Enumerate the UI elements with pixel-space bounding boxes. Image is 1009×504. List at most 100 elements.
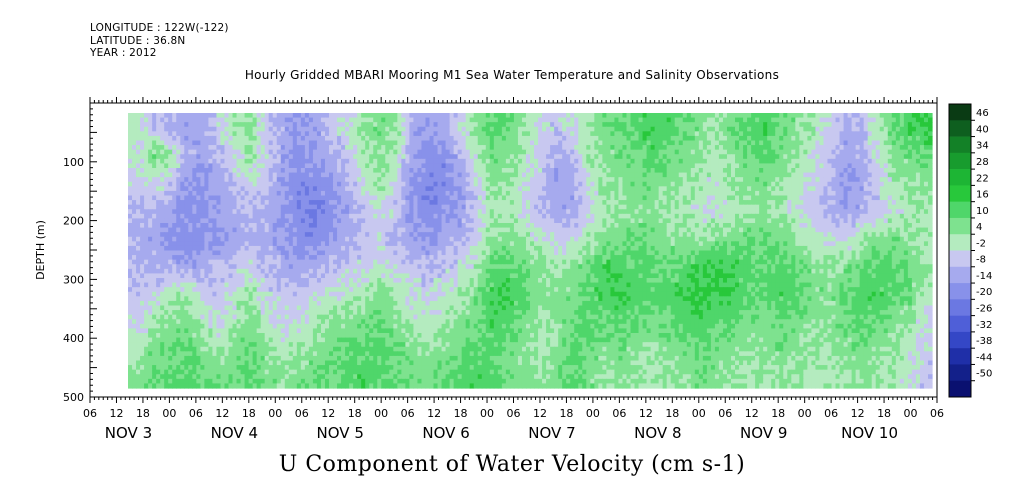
heatmap-cell xyxy=(698,200,704,206)
heatmap-cell xyxy=(903,186,909,192)
heatmap-cell xyxy=(521,168,527,174)
heatmap-cell xyxy=(735,168,740,174)
heatmap-cell xyxy=(288,177,294,183)
heatmap-cell xyxy=(871,186,877,192)
heatmap-cell xyxy=(525,126,531,132)
heatmap-cell xyxy=(513,186,519,192)
heatmap-cell xyxy=(698,204,704,210)
heatmap-cell xyxy=(530,218,535,224)
heatmap-cell xyxy=(839,145,845,151)
heatmap-cell xyxy=(236,135,242,142)
heatmap-cell xyxy=(192,181,197,187)
heatmap-cell xyxy=(525,135,531,142)
heatmap-cell xyxy=(891,195,897,201)
heatmap-cell xyxy=(807,213,812,220)
heatmap-cell xyxy=(614,163,620,169)
heatmap-cell xyxy=(706,135,712,142)
heatmap-cell xyxy=(702,126,708,132)
heatmap-cell xyxy=(140,223,145,229)
heatmap-cell xyxy=(630,213,636,220)
heatmap-cell xyxy=(626,209,632,215)
heatmap-cell xyxy=(272,117,278,123)
heatmap-cell xyxy=(312,190,318,197)
heatmap-cell xyxy=(795,200,800,206)
heatmap-cell xyxy=(831,117,837,123)
heatmap-cell xyxy=(863,209,869,215)
heatmap-cell xyxy=(630,140,636,146)
heatmap-cell xyxy=(244,117,250,123)
heatmap-cell xyxy=(437,145,443,151)
heatmap-cell xyxy=(739,172,744,178)
heatmap-cell xyxy=(292,149,298,155)
heatmap-cell xyxy=(867,163,873,169)
heatmap-cell xyxy=(345,113,350,119)
heatmap-cell xyxy=(534,140,539,146)
heatmap-cell xyxy=(276,163,282,169)
heatmap-cell xyxy=(626,200,632,206)
heatmap-cell xyxy=(144,200,149,206)
heatmap-cell xyxy=(654,145,660,151)
heatmap-cell xyxy=(276,186,282,192)
heatmap-cell xyxy=(457,190,463,197)
heatmap-cell xyxy=(284,145,290,151)
heatmap-cell xyxy=(602,213,607,220)
heatmap-cell xyxy=(405,145,410,151)
heatmap-cell xyxy=(823,145,829,151)
heatmap-cell xyxy=(674,190,680,197)
heatmap-cell xyxy=(630,168,636,174)
heatmap-cell xyxy=(706,200,712,206)
heatmap-cell xyxy=(308,218,314,224)
heatmap-cell xyxy=(646,209,652,215)
heatmap-cell xyxy=(361,168,366,174)
heatmap-cell xyxy=(284,218,290,224)
heatmap-cell xyxy=(517,145,523,151)
heatmap-cell xyxy=(320,149,326,155)
heatmap-cell xyxy=(184,181,189,187)
heatmap-cell xyxy=(248,181,254,187)
heatmap-cell xyxy=(421,181,427,187)
heatmap-cell xyxy=(381,177,386,183)
heatmap-cell xyxy=(333,190,338,197)
heatmap-cell xyxy=(698,223,704,229)
heatmap-cell xyxy=(224,209,230,215)
heatmap-cell xyxy=(381,223,386,229)
heatmap-cell xyxy=(272,122,278,128)
heatmap-cell xyxy=(763,163,768,169)
heatmap-cell xyxy=(855,172,861,178)
heatmap-cell xyxy=(566,126,571,132)
heatmap-cell xyxy=(292,218,298,224)
heatmap-cell xyxy=(590,140,595,146)
heatmap-cell xyxy=(650,154,656,160)
heatmap-cell xyxy=(517,140,523,146)
heatmap-cell xyxy=(453,177,459,183)
heatmap-cell xyxy=(606,145,611,151)
heatmap-cell xyxy=(481,181,487,187)
heatmap-cell xyxy=(172,131,177,137)
heatmap-cell xyxy=(397,113,402,119)
heatmap-cell xyxy=(775,131,780,137)
heatmap-cell xyxy=(224,158,230,165)
heatmap-cell xyxy=(252,218,258,224)
heatmap-cell xyxy=(461,113,467,119)
heatmap-cell xyxy=(453,200,459,206)
heatmap-cell xyxy=(919,218,925,224)
heatmap-cell xyxy=(228,200,234,206)
heatmap-cell xyxy=(509,149,515,155)
heatmap-cell xyxy=(256,122,262,128)
heatmap-cell xyxy=(236,149,242,155)
heatmap-cell xyxy=(530,113,535,119)
heatmap-cell xyxy=(345,213,350,220)
heatmap-cell xyxy=(152,117,157,123)
heatmap-cell xyxy=(791,131,796,137)
heatmap-cell xyxy=(650,209,656,215)
heatmap-cell xyxy=(168,117,173,123)
heatmap-cell xyxy=(554,131,559,137)
heatmap-cell xyxy=(759,186,764,192)
heatmap-cell xyxy=(497,145,503,151)
heatmap-cell xyxy=(405,131,410,137)
heatmap-cell xyxy=(759,113,764,119)
heatmap-cell xyxy=(779,163,784,169)
heatmap-cell xyxy=(666,209,672,215)
heatmap-cell xyxy=(598,149,603,155)
heatmap-cell xyxy=(847,113,853,119)
